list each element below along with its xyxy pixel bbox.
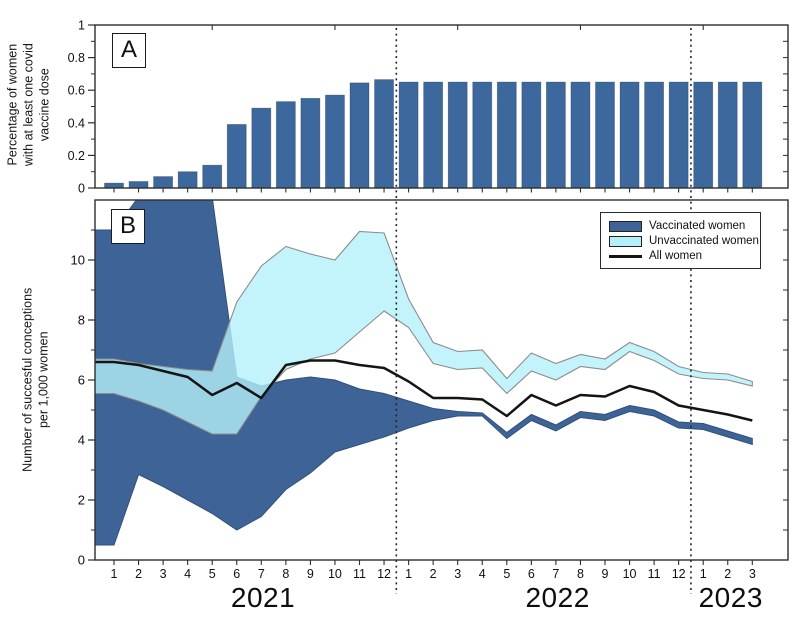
bar-month bbox=[644, 81, 664, 189]
x-month-tick-label: 7 bbox=[258, 567, 265, 581]
panel-a-y-tick-label: 0 bbox=[78, 182, 85, 196]
x-month-tick-label: 2 bbox=[724, 567, 731, 581]
x-month-tick-label: 3 bbox=[160, 567, 167, 581]
bar-month bbox=[153, 176, 174, 189]
bar-month bbox=[374, 79, 394, 189]
x-month-tick-label: 6 bbox=[233, 567, 240, 581]
bar-month bbox=[742, 81, 763, 189]
bar-month bbox=[325, 94, 345, 189]
x-month-tick-label: 6 bbox=[528, 567, 535, 581]
bar-month bbox=[447, 81, 468, 189]
bar-month bbox=[619, 81, 640, 189]
x-month-tick-label: 10 bbox=[328, 567, 342, 581]
bar-month bbox=[275, 101, 296, 189]
panel-a-label: A bbox=[112, 33, 147, 68]
x-month-tick-label: 4 bbox=[184, 567, 191, 581]
vaccinated-band-swatch bbox=[609, 220, 642, 232]
bar-month bbox=[251, 107, 272, 189]
legend-row-unvaccinated: Unvaccinated women bbox=[609, 234, 759, 248]
panel-a-y-axis-title: Percentage of women with at least one co… bbox=[5, 25, 52, 185]
bar-month bbox=[472, 81, 493, 189]
all-women-line-swatch bbox=[609, 254, 642, 258]
bar-month bbox=[398, 81, 419, 189]
x-month-tick-label: 7 bbox=[552, 567, 559, 581]
panel-b-y-axis-title-line2: per 1,000 women bbox=[36, 331, 50, 429]
panel-b-y-tick-label: 0 bbox=[78, 553, 85, 568]
x-month-tick-label: 1 bbox=[405, 567, 412, 581]
year-label-2021: 2021 bbox=[230, 582, 296, 613]
x-month-tick-label: 9 bbox=[602, 567, 609, 581]
x-month-tick-label: 5 bbox=[209, 567, 216, 581]
year-label-2023: 2023 bbox=[698, 582, 763, 613]
legend-row-all-women: All women bbox=[609, 249, 754, 263]
legend: Vaccinated women Unvaccinated women All … bbox=[600, 212, 761, 269]
x-month-tick-label: 2 bbox=[430, 567, 437, 581]
bar-month bbox=[668, 81, 689, 189]
year-label-2022: 2022 bbox=[525, 582, 590, 613]
legend-row-vaccinated: Vaccinated women bbox=[609, 219, 754, 233]
bar-month bbox=[570, 81, 591, 189]
bar-month bbox=[546, 81, 566, 189]
unvaccinated-ci-band bbox=[95, 230, 753, 435]
x-month-tick-label: 10 bbox=[623, 567, 637, 581]
bar-month bbox=[521, 81, 542, 189]
bar-month bbox=[423, 81, 444, 189]
panel-b-y-tick-label: 8 bbox=[78, 313, 85, 328]
x-month-tick-label: 12 bbox=[377, 567, 391, 581]
legend-label-vaccinated: Vaccinated women bbox=[649, 220, 746, 232]
x-month-tick-label: 8 bbox=[577, 567, 584, 581]
bar-month bbox=[104, 182, 124, 189]
panel-a-y-axis-title-line2: with at least one covid bbox=[21, 43, 36, 167]
bar-month bbox=[349, 82, 370, 189]
x-month-tick-label: 4 bbox=[479, 567, 486, 581]
x-month-tick-label: 8 bbox=[282, 567, 289, 581]
bar-month bbox=[693, 81, 714, 189]
bar-month bbox=[300, 97, 321, 189]
legend-label-unvaccinated: Unvaccinated women bbox=[649, 235, 759, 247]
unvaccinated-band-swatch bbox=[609, 235, 642, 247]
conception-series bbox=[95, 200, 753, 546]
x-month-tick-label: 1 bbox=[111, 567, 118, 581]
panel-b-y-tick-label: 6 bbox=[78, 373, 85, 388]
panel-a-y-tick-label: 0.2 bbox=[68, 149, 85, 163]
panel-a-y-axis-title-line1: Percentage of women bbox=[5, 43, 20, 166]
bar-month bbox=[226, 124, 247, 189]
bar-month bbox=[595, 81, 615, 189]
bar-month bbox=[496, 81, 517, 189]
panel-a-y-tick-label: 0.4 bbox=[68, 116, 85, 130]
panel-b-y-tick-label: 10 bbox=[71, 253, 85, 268]
x-month-tick-label: 2 bbox=[135, 567, 142, 581]
legend-label-all-women: All women bbox=[649, 250, 703, 262]
x-month-tick-label: 3 bbox=[749, 567, 756, 581]
panel-a-y-axis-title-line3: vaccine dose bbox=[36, 68, 51, 142]
x-month-tick-label: 12 bbox=[672, 567, 686, 581]
panel-b-y-axis-title: Number of succesful conceptions per 1,00… bbox=[20, 269, 52, 491]
x-month-tick-label: 9 bbox=[307, 567, 314, 581]
vaccinated-ci-band bbox=[95, 200, 753, 546]
panel-b-y-tick-label: 2 bbox=[78, 493, 85, 508]
bar-month bbox=[177, 171, 198, 189]
panel-a-y-tick-label: 0.8 bbox=[68, 51, 85, 65]
panel-a-y-tick-label: 0.6 bbox=[68, 84, 85, 98]
x-month-tick-label: 1 bbox=[700, 567, 707, 581]
panel-b-label: B bbox=[111, 209, 146, 244]
x-month-tick-label: 3 bbox=[454, 567, 461, 581]
x-month-tick-label: 5 bbox=[503, 567, 510, 581]
bar-month bbox=[717, 81, 738, 189]
vaccination-bars bbox=[104, 79, 763, 189]
bar-month bbox=[202, 164, 223, 189]
x-month-tick-label: 11 bbox=[353, 567, 366, 581]
bar-month bbox=[128, 181, 149, 189]
panel-b-y-tick-label: 4 bbox=[78, 433, 85, 448]
x-month-tick-label: 11 bbox=[648, 567, 661, 581]
panel-b-y-axis-title-line1: Number of succesful conceptions bbox=[20, 287, 35, 472]
panel-a-y-tick-label: 1 bbox=[78, 19, 85, 33]
all-women-line bbox=[95, 359, 753, 422]
